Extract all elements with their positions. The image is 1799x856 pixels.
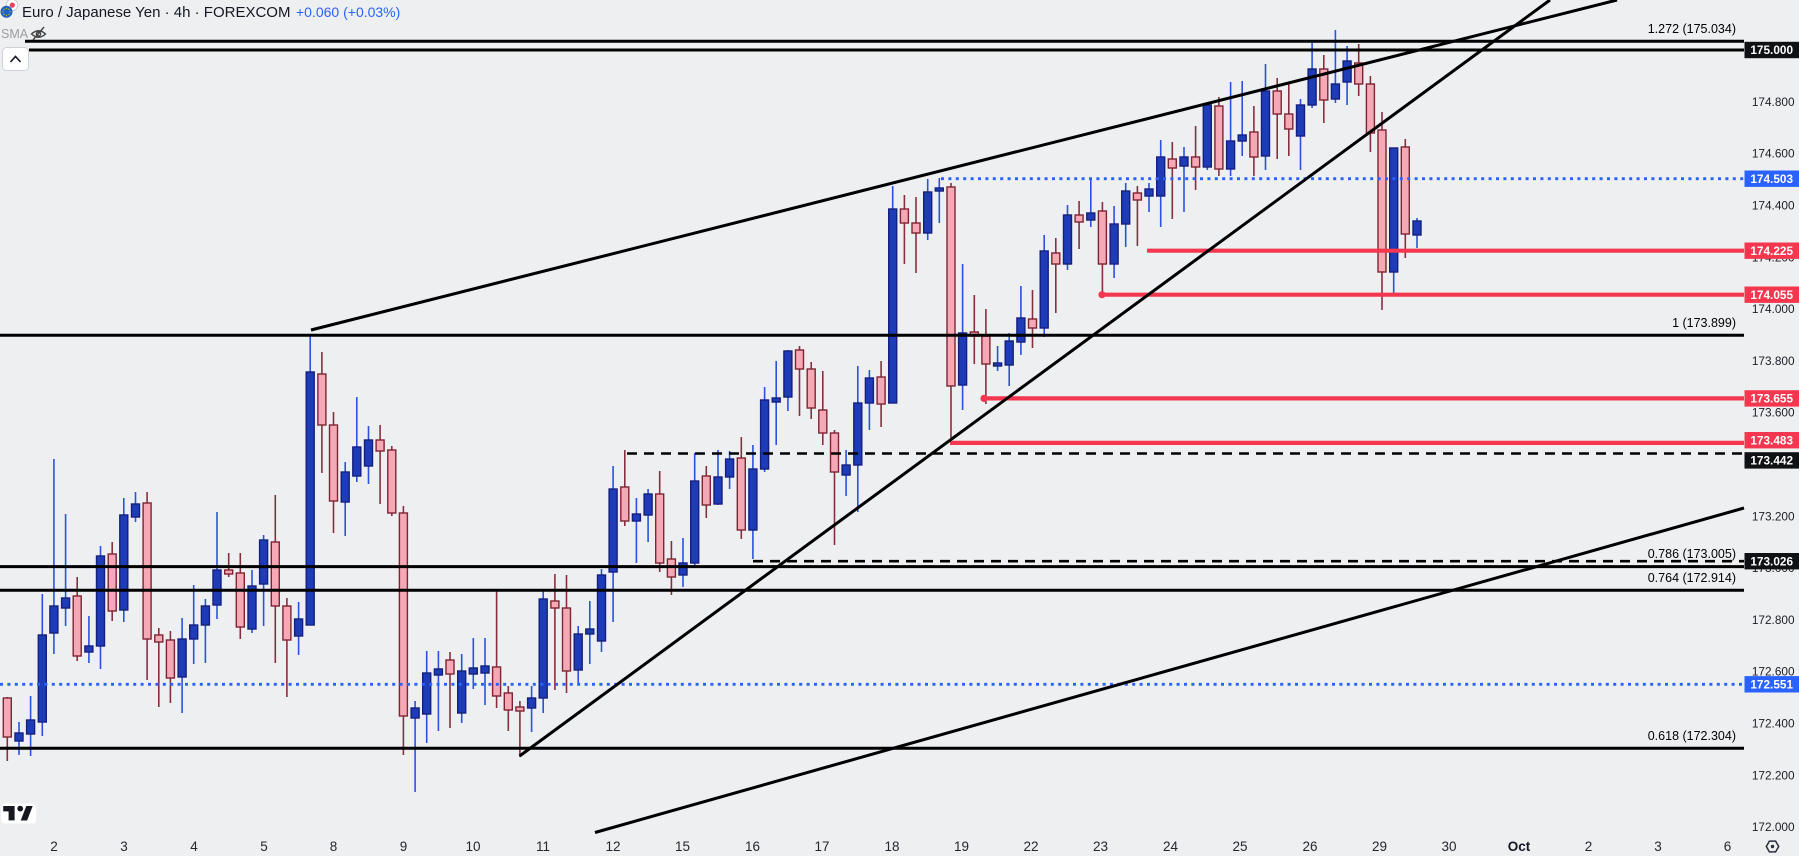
svg-text:174.503: 174.503 — [1750, 172, 1793, 186]
svg-text:1 (173.899): 1 (173.899) — [1672, 316, 1736, 330]
svg-text:3: 3 — [120, 839, 128, 854]
svg-text:174.000: 174.000 — [1752, 302, 1795, 316]
svg-text:10: 10 — [465, 839, 480, 854]
svg-text:172.000: 172.000 — [1752, 820, 1795, 834]
svg-text:30: 30 — [1441, 839, 1456, 854]
svg-text:24: 24 — [1163, 839, 1179, 854]
svg-text:173.600: 173.600 — [1752, 406, 1795, 420]
svg-text:173.200: 173.200 — [1752, 509, 1795, 523]
svg-text:0.786 (173.005): 0.786 (173.005) — [1648, 547, 1736, 561]
svg-text:2: 2 — [50, 839, 58, 854]
svg-text:Oct: Oct — [1508, 839, 1531, 854]
svg-text:12: 12 — [605, 839, 620, 854]
svg-text:1.272 (175.034): 1.272 (175.034) — [1648, 22, 1736, 36]
svg-text:26: 26 — [1302, 839, 1317, 854]
svg-text:173.483: 173.483 — [1750, 433, 1793, 447]
svg-text:8: 8 — [330, 839, 338, 854]
svg-text:172.200: 172.200 — [1752, 768, 1795, 782]
svg-text:173.800: 173.800 — [1752, 354, 1795, 368]
svg-text:0.618 (172.304): 0.618 (172.304) — [1648, 729, 1736, 743]
svg-text:17: 17 — [814, 839, 829, 854]
svg-text:+0.060 (+0.03%): +0.060 (+0.03%) — [296, 4, 400, 20]
svg-text:15: 15 — [675, 839, 690, 854]
svg-text:173.026: 173.026 — [1750, 554, 1793, 568]
svg-text:3: 3 — [1654, 839, 1662, 854]
svg-text:25: 25 — [1232, 839, 1247, 854]
svg-text:174.600: 174.600 — [1752, 147, 1795, 161]
svg-text:SMA: SMA — [1, 27, 29, 41]
svg-text:4: 4 — [190, 839, 198, 854]
svg-text:173.442: 173.442 — [1750, 454, 1793, 468]
svg-text:172.551: 172.551 — [1750, 677, 1793, 691]
svg-text:172.600: 172.600 — [1752, 665, 1795, 679]
svg-text:18: 18 — [884, 839, 899, 854]
svg-text:0.764 (172.914): 0.764 (172.914) — [1648, 571, 1736, 585]
svg-text:9: 9 — [400, 839, 408, 854]
svg-text:23: 23 — [1093, 839, 1108, 854]
svg-text:22: 22 — [1023, 839, 1038, 854]
svg-text:174.400: 174.400 — [1752, 199, 1795, 213]
svg-text:172.800: 172.800 — [1752, 613, 1795, 627]
svg-text:173.655: 173.655 — [1750, 392, 1793, 406]
svg-text:174.055: 174.055 — [1750, 288, 1793, 302]
svg-text:172.400: 172.400 — [1752, 717, 1795, 731]
svg-text:19: 19 — [954, 839, 969, 854]
svg-text:Euro / Japanese Yen · 4h · FOR: Euro / Japanese Yen · 4h · FOREXCOM — [22, 4, 290, 21]
svg-text:5: 5 — [260, 839, 268, 854]
svg-text:175.000: 175.000 — [1750, 43, 1793, 57]
svg-text:11: 11 — [536, 839, 550, 854]
svg-text:6: 6 — [1724, 839, 1732, 854]
svg-text:174.225: 174.225 — [1750, 244, 1793, 258]
svg-text:16: 16 — [745, 839, 760, 854]
svg-text:174.800: 174.800 — [1752, 95, 1795, 109]
svg-text:29: 29 — [1372, 839, 1387, 854]
svg-text:2: 2 — [1585, 839, 1593, 854]
